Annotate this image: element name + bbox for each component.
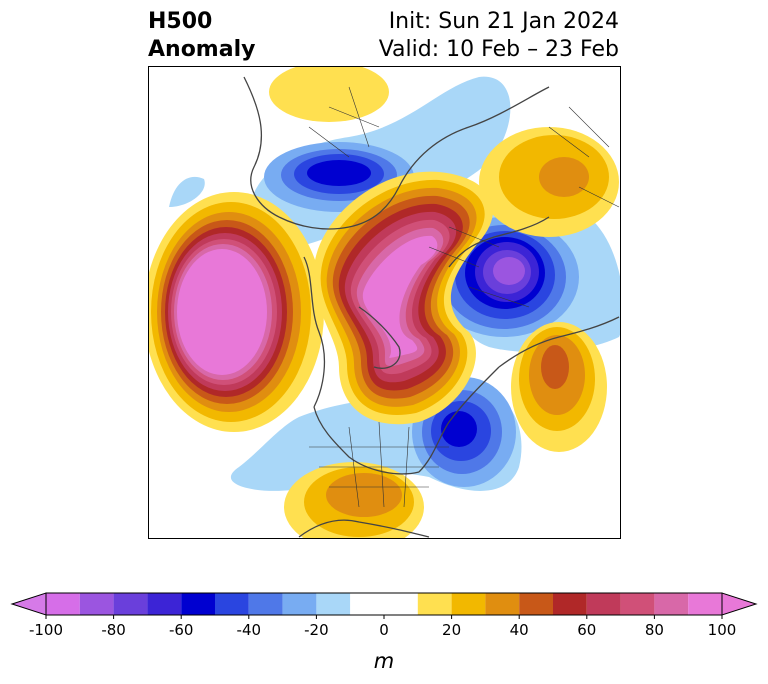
- colorbar-extend-low: [10, 592, 47, 616]
- pos-asia-ring: [541, 345, 569, 389]
- anomaly-map: [148, 66, 621, 539]
- colorbar-swatch: [181, 593, 215, 615]
- colorbar-tick-label: -60: [169, 621, 194, 639]
- border-segment: [348, 421, 410, 508]
- neg-siberia-ring: [493, 257, 525, 285]
- colorbar-extend-high: [721, 592, 758, 616]
- coastline-segment: [298, 519, 430, 538]
- coastline-segment: [358, 306, 401, 369]
- colorbar-swatch: [688, 593, 722, 615]
- colorbar-tick-label: 60: [577, 621, 596, 639]
- colorbar-swatch: [451, 593, 486, 615]
- country-borders: [308, 86, 620, 508]
- coastline-segment: [303, 256, 326, 408]
- border-segment: [308, 86, 380, 158]
- neg-pacific-ring: [441, 411, 477, 447]
- colorbar-swatch: [654, 593, 689, 615]
- colorbar-swatch: [586, 593, 621, 615]
- colorbar-swatch: [417, 593, 452, 615]
- colorbar-tick-label: -40: [237, 621, 262, 639]
- date-info: Init: Sun 21 Jan 2024 Valid: 10 Feb – 23…: [379, 8, 619, 64]
- map-canvas: [149, 67, 620, 538]
- colorbar-swatch: [485, 593, 520, 615]
- colorbar-tick-label: 0: [379, 621, 389, 639]
- colorbar-swatch: [147, 593, 182, 615]
- colorbar-tick-label: 80: [645, 621, 664, 639]
- colorbar-swatch: [79, 593, 114, 615]
- coastline-segment: [243, 76, 280, 218]
- colorbar-tick-label: 40: [510, 621, 529, 639]
- colorbar-tick-label: -80: [101, 621, 126, 639]
- coastline-segment: [498, 316, 620, 368]
- pos-mexico-ring: [326, 473, 402, 517]
- anomaly-field: [149, 67, 620, 538]
- colorbar-swatch: [46, 593, 80, 615]
- colorbar-ticks: -100 -80 -60 -40 -20 0 20 40 60 80 100: [29, 615, 736, 639]
- colorbar-swatch: [553, 593, 587, 615]
- neg-atlantic-ring: [307, 160, 371, 186]
- map-title: H500 Anomaly: [148, 8, 255, 64]
- colorbar-swatches: [10, 592, 758, 616]
- colorbar-swatch: [248, 593, 283, 615]
- neg-region-west: [169, 176, 205, 207]
- border-segment: [428, 226, 530, 308]
- colorbar-swatch: [282, 593, 317, 615]
- pos-west-ring: [177, 249, 267, 375]
- coastline-segment: [398, 86, 550, 188]
- coastline-segment: [313, 406, 420, 475]
- pos-region-africa: [269, 67, 389, 122]
- title-type: Anomaly: [148, 37, 256, 62]
- colorbar-unit-label: m: [374, 649, 394, 673]
- coastline-segment: [278, 186, 400, 230]
- title-variable: H500: [148, 9, 213, 34]
- colorbar-tick-label: -100: [29, 621, 63, 639]
- border-segment: [309, 446, 449, 488]
- colorbar-swatch: [350, 593, 418, 615]
- valid-range: Valid: 10 Feb – 23 Feb: [378, 37, 619, 62]
- colorbar-swatch: [113, 593, 148, 615]
- colorbar: -100 -80 -60 -40 -20 0 20 40 60 80 100 m: [10, 592, 758, 673]
- colorbar-swatch: [316, 593, 351, 615]
- coastline-segment: [448, 216, 550, 268]
- colorbar-tick-label: 20: [442, 621, 461, 639]
- colorbar-swatch: [620, 593, 655, 615]
- colorbar-tick-label: -20: [304, 621, 329, 639]
- colorbar-tick-label: 100: [708, 621, 737, 639]
- colorbar-swatch: [519, 593, 553, 615]
- init-date: Init: Sun 21 Jan 2024: [388, 9, 619, 34]
- colorbar-swatch: [215, 593, 249, 615]
- border-segment: [548, 106, 620, 208]
- coastlines: [243, 76, 620, 538]
- pos-central-asia-ring: [539, 157, 589, 197]
- pos-arctic-ring: [362, 235, 438, 358]
- coastline-segment: [418, 366, 500, 473]
